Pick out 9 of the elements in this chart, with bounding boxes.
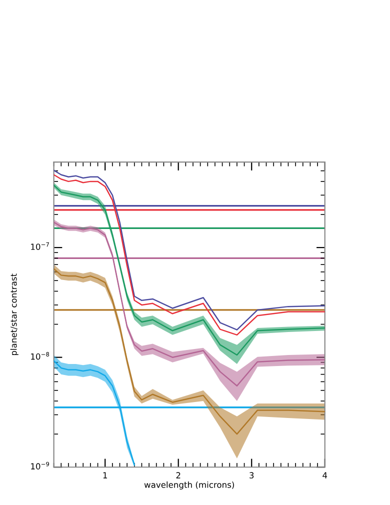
x-tick-label: 3 — [250, 472, 254, 478]
y-tick-label: 10$^{−7}$ — [31, 242, 49, 250]
y-axis-title: planet/star contrast — [10, 274, 18, 356]
x-tick-label: 4 — [322, 472, 328, 478]
x-tick-label: 2 — [176, 472, 180, 478]
y-tick-label: 10$^{−9}$ — [31, 462, 50, 470]
x-axis-title: wavelength (microns) — [144, 481, 234, 490]
y-tick-label: 10$^{−8}$ — [31, 352, 50, 360]
x-tick-label: 1 — [103, 472, 107, 478]
